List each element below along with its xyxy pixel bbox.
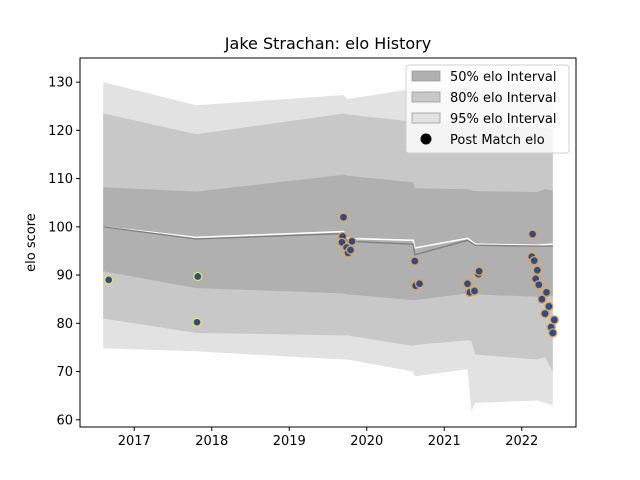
legend-label: Post Match elo	[450, 133, 545, 148]
post-match-elo-point	[410, 256, 420, 266]
post-match-elo-point	[527, 229, 538, 239]
legend-swatch	[411, 70, 441, 82]
y-tick-label: 110	[48, 172, 73, 187]
y-tick-label: 60	[56, 413, 73, 428]
chart-title: Jake Strachan: elo History	[224, 34, 431, 53]
post-match-elo-point	[338, 212, 349, 222]
legend-label: 95% elo Interval	[450, 112, 557, 127]
post-match-elo-point	[544, 301, 554, 312]
legend-swatch	[411, 91, 441, 103]
y-axis-label: elo score	[24, 213, 39, 272]
post-match-elo-point	[104, 275, 114, 285]
y-axis: 60 70 80 90 100 110 120 130	[48, 76, 80, 428]
mean-elo-line	[103, 226, 553, 249]
post-match-elo-point	[469, 286, 480, 296]
x-tick-label: 2021	[428, 434, 461, 449]
post-match-elo-point	[474, 266, 484, 276]
elo-lines	[103, 226, 553, 256]
post-match-elo-point	[534, 280, 544, 290]
band-50-interval	[103, 174, 553, 301]
post-match-elo-point	[193, 271, 203, 282]
post-match-elo-point	[414, 279, 425, 289]
x-tick-label: 2020	[350, 434, 383, 449]
post-match-elo-point	[532, 265, 542, 275]
post-match-elo-point	[192, 317, 202, 327]
post-match-elo-point	[537, 294, 547, 304]
legend-box	[405, 64, 570, 154]
legend: 50% elo Interval 80% elo Interval 95% elo …	[405, 64, 570, 154]
y-tick-label: 130	[48, 76, 73, 91]
post-match-elo-point	[540, 308, 550, 319]
post-match-elo-point	[347, 236, 357, 246]
post-match-elo-point	[548, 328, 558, 338]
post-match-elo-point	[529, 255, 539, 266]
interval-bands	[103, 82, 553, 412]
x-tick-label: 2017	[118, 434, 151, 449]
y-tick-label: 120	[48, 124, 73, 139]
post-match-elo-point	[541, 287, 552, 298]
y-tick-label: 90	[56, 269, 73, 284]
post-match-points	[104, 212, 559, 338]
legend-label: 50% elo Interval	[450, 70, 557, 85]
x-axis: 2017 2018 2019 2020 2021 2022	[118, 427, 538, 449]
y-tick-label: 80	[56, 317, 73, 332]
post-match-elo-point	[345, 245, 356, 255]
post-match-elo-point	[549, 315, 559, 325]
y-tick-label: 100	[48, 220, 73, 235]
x-tick-label: 2018	[195, 434, 228, 449]
legend-swatch	[411, 112, 441, 124]
median-elo-line	[103, 226, 553, 256]
legend-marker	[420, 133, 432, 145]
post-match-elo-point	[462, 279, 473, 289]
x-tick-label: 2022	[505, 434, 538, 449]
x-tick-label: 2019	[273, 434, 306, 449]
axes-frame	[79, 57, 577, 428]
y-tick-label: 70	[56, 365, 73, 380]
legend-label: 80% elo Interval	[450, 91, 557, 106]
